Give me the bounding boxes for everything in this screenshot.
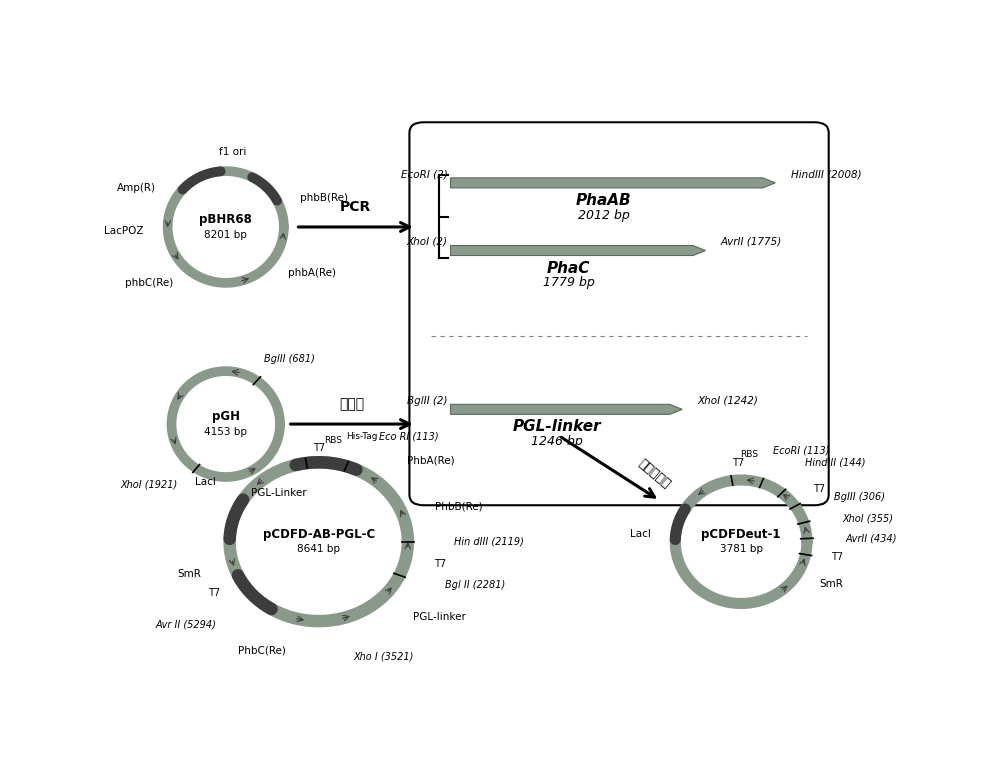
Text: pGH: pGH — [212, 410, 240, 423]
Text: Xho I (3521): Xho I (3521) — [353, 652, 414, 662]
Text: EcoRI (2): EcoRI (2) — [401, 170, 447, 180]
FancyArrow shape — [450, 404, 682, 414]
Text: PGL-Linker: PGL-Linker — [251, 487, 307, 497]
FancyArrow shape — [450, 178, 775, 188]
Text: Avr II (5294): Avr II (5294) — [155, 619, 216, 629]
Text: 3781 bp: 3781 bp — [720, 545, 763, 555]
Text: T7: T7 — [434, 558, 446, 568]
Text: BglII (681): BglII (681) — [264, 354, 315, 364]
Text: PhbC(Re): PhbC(Re) — [238, 646, 286, 656]
Text: HindIII (144): HindIII (144) — [805, 458, 865, 468]
Text: HindIII (2008): HindIII (2008) — [791, 170, 861, 180]
Text: T7: T7 — [208, 588, 220, 597]
Text: SmR: SmR — [820, 579, 844, 589]
Text: SmR: SmR — [177, 568, 201, 579]
Text: XhoI (1242): XhoI (1242) — [698, 396, 759, 406]
Text: EcoRI (113): EcoRI (113) — [773, 445, 829, 455]
Text: T7: T7 — [732, 458, 744, 468]
Text: XhoI (1921): XhoI (1921) — [120, 480, 177, 490]
Text: 双酶切: 双酶切 — [339, 397, 364, 411]
Text: phbC(Re): phbC(Re) — [125, 278, 173, 288]
Text: PhbA(Re): PhbA(Re) — [407, 455, 454, 465]
Text: pBHR68: pBHR68 — [199, 213, 252, 226]
Text: LacPOZ: LacPOZ — [104, 226, 143, 236]
Text: Bgl II (2281): Bgl II (2281) — [445, 580, 505, 590]
Text: PhaAB: PhaAB — [576, 193, 631, 208]
Text: PhbB(Re): PhbB(Re) — [435, 501, 483, 511]
Text: 1246 bp: 1246 bp — [531, 435, 583, 448]
Text: Amp(R): Amp(R) — [117, 183, 156, 193]
Text: T7: T7 — [831, 552, 843, 562]
Text: BglII (2): BglII (2) — [407, 396, 447, 406]
Text: T7: T7 — [813, 484, 825, 494]
Text: 8641 bp: 8641 bp — [297, 545, 340, 555]
Text: 2012 bp: 2012 bp — [578, 209, 629, 222]
FancyBboxPatch shape — [409, 122, 829, 505]
Text: pCDFD-AB-PGL-C: pCDFD-AB-PGL-C — [263, 528, 375, 541]
Text: PhaC: PhaC — [547, 261, 590, 276]
Text: Hin dIII (2119): Hin dIII (2119) — [454, 537, 524, 547]
Text: pCDFDeut-1: pCDFDeut-1 — [701, 528, 781, 541]
Text: LacI: LacI — [195, 477, 216, 487]
Text: 4153 bp: 4153 bp — [204, 427, 247, 437]
Text: RBS: RBS — [324, 436, 342, 445]
Text: RBS: RBS — [740, 450, 758, 459]
Text: XhoI (2): XhoI (2) — [406, 237, 447, 247]
Text: 8201 bp: 8201 bp — [204, 230, 247, 240]
Text: f1 ori: f1 ori — [219, 147, 246, 157]
Text: His-Tag: His-Tag — [346, 432, 378, 441]
Text: LacI: LacI — [630, 529, 651, 539]
FancyArrow shape — [450, 245, 705, 255]
Text: Eco RI (113): Eco RI (113) — [379, 432, 438, 442]
Text: AvrII (1775): AvrII (1775) — [721, 237, 782, 247]
Text: phbA(Re): phbA(Re) — [288, 268, 336, 278]
Text: PGL-linker: PGL-linker — [413, 612, 466, 622]
Text: BgIII (306): BgIII (306) — [834, 493, 885, 503]
Text: 酥切和连接: 酥切和连接 — [636, 458, 673, 491]
Text: phbB(Re): phbB(Re) — [300, 193, 348, 203]
Text: PGL-linker: PGL-linker — [513, 419, 601, 435]
Text: 1779 bp: 1779 bp — [543, 277, 595, 290]
Text: T7: T7 — [313, 443, 325, 453]
Text: PCR: PCR — [340, 200, 371, 214]
Text: AvrII (434): AvrII (434) — [845, 533, 897, 543]
Text: XhoI (355): XhoI (355) — [842, 513, 893, 523]
